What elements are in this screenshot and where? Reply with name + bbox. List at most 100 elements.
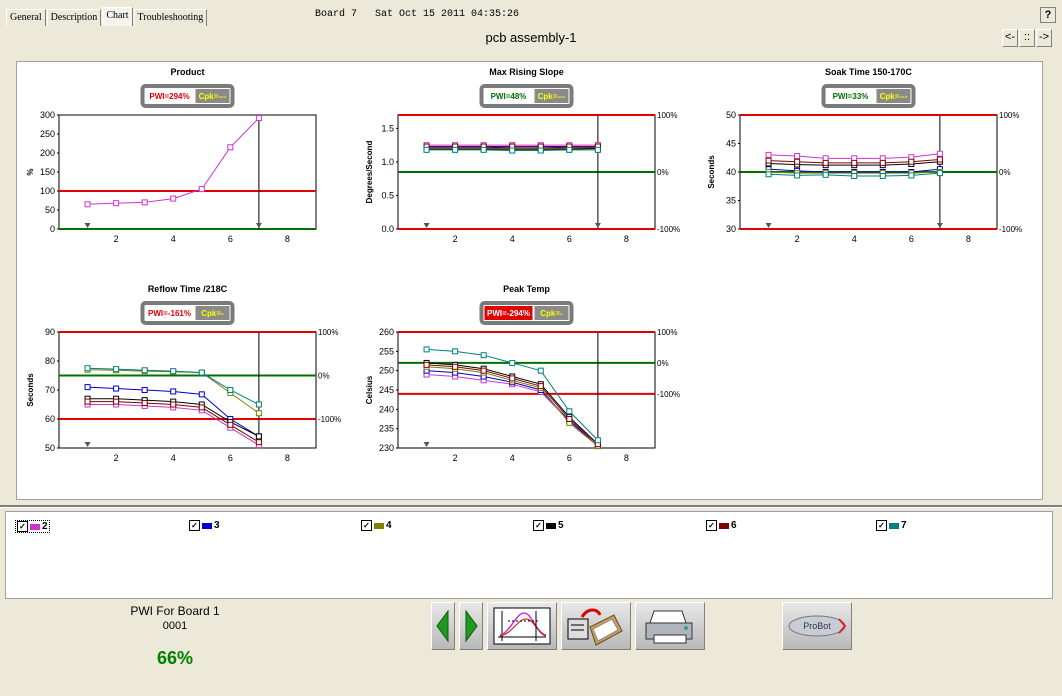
- profile-graph-button[interactable]: [487, 602, 557, 650]
- data-point: [227, 421, 234, 428]
- data-point: [537, 147, 544, 154]
- right-percent-label: -100%: [999, 225, 1022, 234]
- data-point: [170, 195, 177, 202]
- probot-logo-icon: ProBot: [788, 615, 847, 637]
- plot-area: [58, 331, 317, 449]
- pwi-badge-bg: [145, 306, 194, 320]
- probot-text: ProBot: [803, 621, 831, 631]
- legend-checkbox[interactable]: ✓: [706, 520, 717, 531]
- x-tick-label: 8: [285, 234, 290, 244]
- pwi-value: PWI=48%: [491, 92, 527, 101]
- data-point: [141, 367, 148, 374]
- pwi-badge-bg: [826, 89, 875, 103]
- prev-board-button[interactable]: [431, 602, 455, 650]
- chart-panel: Product PWI=294% Cpk=--- 300 250 200 150 100 50 0…: [16, 61, 1043, 500]
- print-button[interactable]: [635, 602, 705, 650]
- prev-button[interactable]: <-: [1002, 29, 1018, 47]
- probot-button[interactable]: ProBot: [782, 602, 852, 650]
- data-point: [113, 385, 120, 392]
- data-point: [480, 146, 487, 153]
- clipboard-button[interactable]: [561, 602, 631, 650]
- y-tick-label: 40: [726, 167, 736, 177]
- legend-item-7[interactable]: ✓ 7: [876, 520, 907, 531]
- data-point: [84, 398, 91, 405]
- y-tick-label: 35: [726, 196, 736, 206]
- mid-button[interactable]: ::: [1019, 29, 1035, 47]
- pwi-summary-title: PWI For Board 1: [130, 604, 220, 618]
- y-tick-label: 90: [45, 327, 55, 337]
- data-point: [480, 367, 487, 374]
- pwi-value: PWI=33%: [833, 92, 869, 101]
- legend-checkbox[interactable]: ✓: [361, 520, 372, 531]
- legend-swatch: [30, 523, 40, 530]
- legend-item-5[interactable]: ✓ 5: [533, 520, 564, 531]
- tab-troubleshooting[interactable]: Troubleshooting: [133, 9, 208, 26]
- data-point: [480, 352, 487, 359]
- cpk-badge-bg: [195, 89, 230, 103]
- legend-item-3[interactable]: ✓ 3: [189, 520, 220, 531]
- help-button[interactable]: ?: [1040, 7, 1056, 23]
- pwi-value: PWI=-161%: [148, 309, 191, 318]
- data-point: [794, 172, 801, 179]
- data-point: [141, 387, 148, 393]
- board-marker: [84, 223, 91, 228]
- next-board-button[interactable]: [459, 602, 483, 650]
- tab-chart[interactable]: Chart: [102, 7, 133, 26]
- data-point: [113, 366, 120, 373]
- data-point: [198, 391, 205, 398]
- legend-item-2[interactable]: ✓ 2: [15, 520, 50, 533]
- legend-swatch: [719, 522, 729, 529]
- plot-area: [58, 114, 317, 230]
- y-axis-label: Seconds: [707, 155, 716, 189]
- data-point: [227, 144, 234, 151]
- data-point: [423, 361, 430, 368]
- legend-checkbox[interactable]: ✓: [876, 520, 887, 531]
- data-point: [594, 146, 601, 153]
- data-point: [908, 172, 915, 179]
- x-tick-label: 6: [228, 234, 233, 244]
- pwi-summary-value: 66%: [156, 648, 194, 668]
- x-tick-label: 2: [795, 234, 800, 244]
- y-tick-label: 1.0: [381, 157, 394, 167]
- legend-label: 4: [386, 520, 392, 531]
- board-marker: [84, 442, 91, 447]
- data-point: [423, 346, 430, 353]
- prev-green-arrow-icon: [436, 609, 449, 643]
- y-axis-label: Seconds: [26, 373, 35, 407]
- y-tick-label: 0: [50, 224, 55, 234]
- data-point: [509, 375, 516, 382]
- right-percent-label: 0%: [318, 372, 330, 381]
- board-marker: [423, 442, 430, 447]
- y-tick-label: 60: [45, 414, 55, 424]
- board-marker: [936, 223, 943, 228]
- board-datetime: Sat Oct 15 2011 04:35:26: [375, 9, 520, 20]
- y-tick-label: 45: [726, 139, 736, 149]
- legend-label: 2: [42, 521, 48, 532]
- cpk-value: Cpk=---: [538, 92, 566, 101]
- x-tick-label: 6: [567, 234, 572, 244]
- data-point: [170, 368, 177, 375]
- legend-checkbox[interactable]: ✓: [533, 520, 544, 531]
- pwi-summary-id: 0001: [162, 620, 188, 632]
- data-point: [765, 157, 772, 164]
- x-tick-label: 6: [909, 234, 914, 244]
- x-tick-label: 4: [852, 234, 857, 244]
- legend-item-4[interactable]: ✓ 4: [361, 520, 392, 531]
- board-info: Board 7 Sat Oct 15 2011 04:35:26: [315, 9, 519, 20]
- data-point: [822, 171, 829, 178]
- data-point: [452, 363, 459, 370]
- tab-general[interactable]: General: [6, 9, 46, 26]
- next-button[interactable]: ->: [1036, 29, 1052, 47]
- legend-checkbox[interactable]: ✓: [189, 520, 200, 531]
- legend-item-6[interactable]: ✓ 6: [706, 520, 737, 531]
- data-point: [113, 398, 120, 405]
- cpk-badge-bg: [534, 89, 569, 103]
- y-tick-label: 250: [40, 129, 55, 139]
- y-axis-label: %: [26, 168, 35, 175]
- tab-description[interactable]: Description: [46, 9, 102, 26]
- pwi-badge-bg: [484, 306, 533, 320]
- pwi-badge-bg: [484, 89, 533, 103]
- cpk-value: Cpk=---: [199, 92, 227, 101]
- legend-checkbox[interactable]: ✓: [17, 521, 28, 532]
